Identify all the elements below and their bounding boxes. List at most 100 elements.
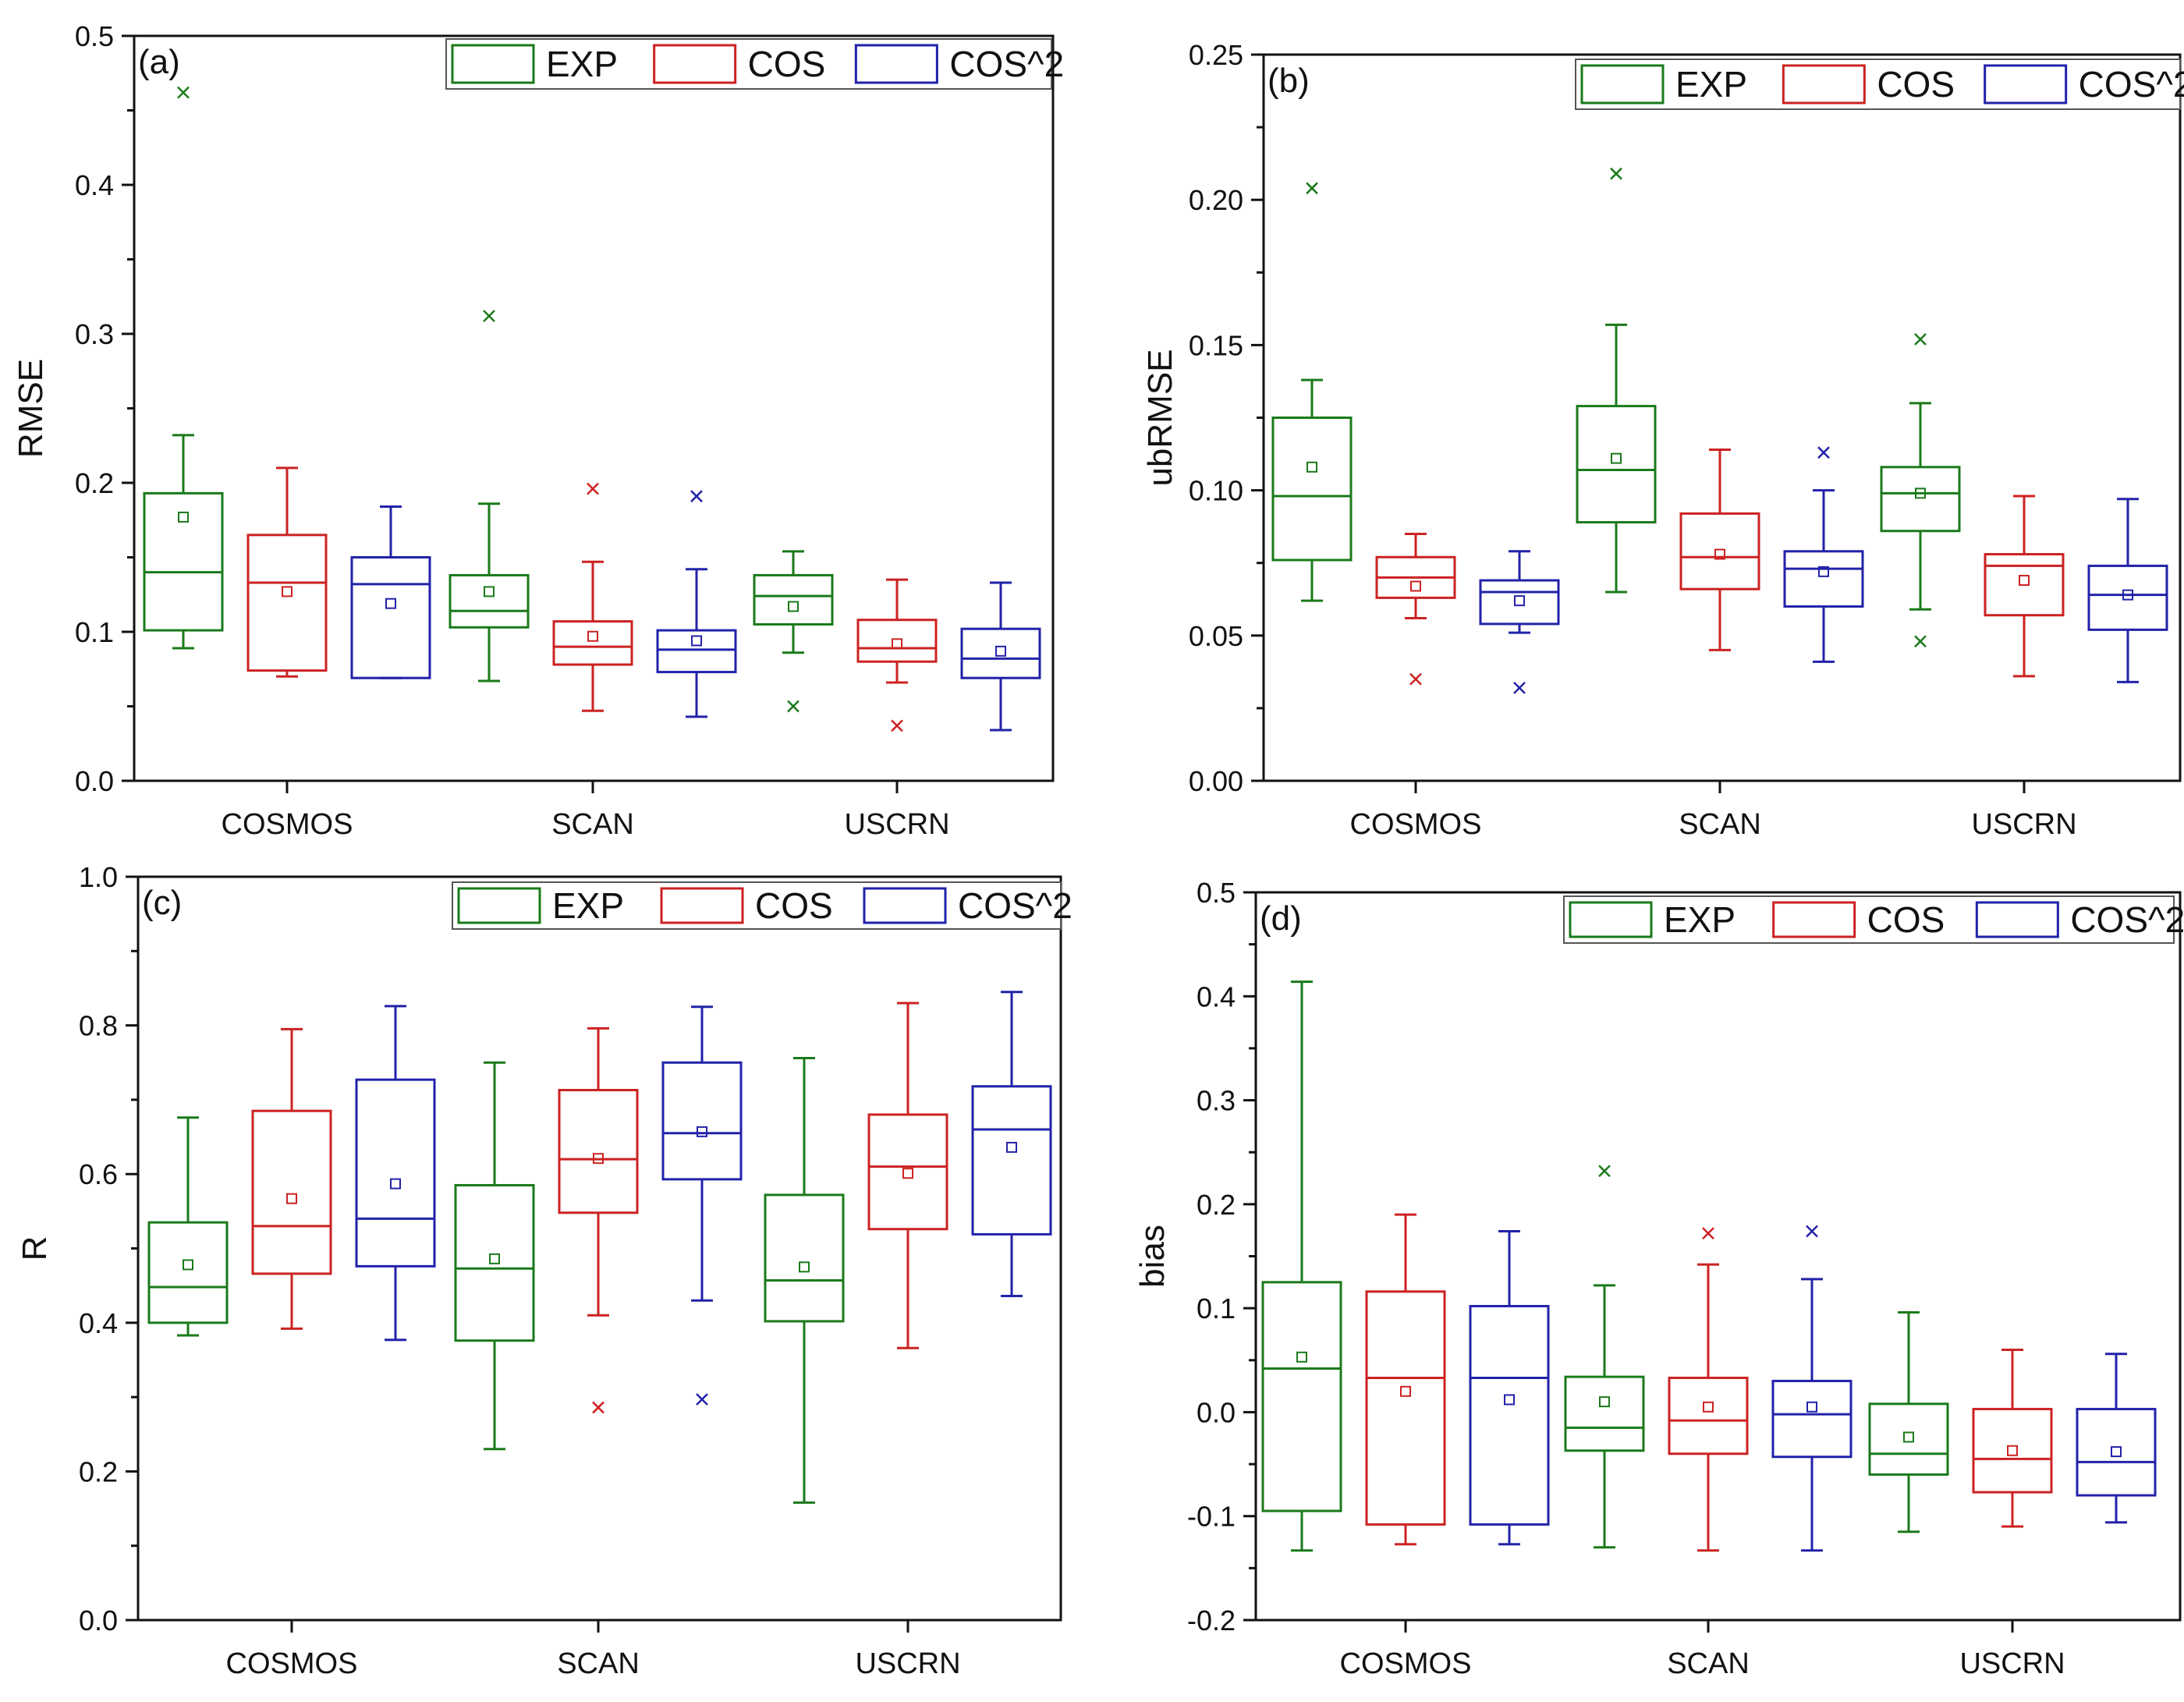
legend: EXP COS COS^2 bbox=[452, 881, 1072, 930]
box-EXP-SCAN bbox=[448, 310, 530, 683]
outlier-stroke bbox=[1409, 672, 1422, 686]
y-tick-label: 0.4 bbox=[1197, 980, 1236, 1012]
box-COS-SCAN bbox=[558, 1027, 639, 1414]
y-tick-label: 1.0 bbox=[79, 861, 118, 893]
outlier-marker bbox=[1610, 167, 1622, 180]
y-tick-label: 0.20 bbox=[1189, 184, 1243, 216]
outlier-marker bbox=[690, 490, 703, 503]
legend: EXP COS COS^2 bbox=[1563, 895, 2184, 944]
y-tick-label: 0.0 bbox=[79, 1604, 118, 1636]
y-tick-label: 0.1 bbox=[1197, 1292, 1236, 1324]
mean-marker bbox=[902, 1168, 913, 1179]
box-iqr bbox=[1479, 579, 1560, 626]
outlier-stroke bbox=[1610, 167, 1622, 180]
legend-swatch bbox=[451, 44, 535, 84]
legend-label: COS bbox=[1867, 899, 1945, 940]
outlier-marker bbox=[1817, 446, 1830, 459]
y-tick-label: 0.00 bbox=[1189, 765, 1243, 797]
x-tick-label: SCAN bbox=[1667, 1647, 1750, 1680]
legend-swatch bbox=[1569, 901, 1653, 938]
legend-swatch bbox=[1984, 64, 2068, 105]
mean-marker bbox=[1714, 548, 1725, 560]
legend-swatch bbox=[1782, 64, 1866, 105]
legend: EXP COS COS^2 bbox=[1575, 59, 2184, 110]
mean-marker bbox=[1400, 1385, 1411, 1397]
x-tick-label: USCRN bbox=[1971, 808, 2076, 841]
chart-panel-d: -0.2 -0.1 0.0 0.1 0.2 0.3 0.4 0.5 COSMOS SCAN USCR… bbox=[1133, 877, 2184, 1680]
x-tick-label: SCAN bbox=[551, 808, 634, 841]
legend-frame bbox=[445, 38, 1052, 90]
legend-frame bbox=[1575, 59, 2181, 110]
outlier-stroke bbox=[1513, 681, 1526, 694]
mean-marker bbox=[593, 1153, 604, 1165]
box-COS-USCRN bbox=[1984, 495, 2065, 678]
y-tick-label: -0.1 bbox=[1187, 1501, 1236, 1533]
box-iqr bbox=[867, 1113, 948, 1231]
box-iqr bbox=[1679, 512, 1760, 590]
box-COS2-COSMOS bbox=[1469, 1230, 1550, 1546]
box-iqr bbox=[1576, 405, 1657, 524]
outlier-stroke bbox=[1702, 1227, 1714, 1240]
box-COS-COSMOS bbox=[251, 1027, 332, 1330]
mean-marker bbox=[691, 635, 702, 647]
outlier-marker bbox=[1914, 635, 1927, 648]
y-tick-label: 0.1 bbox=[75, 616, 114, 648]
outlier-marker bbox=[1409, 672, 1422, 686]
box-EXP-USCRN bbox=[1868, 1310, 1949, 1534]
legend-swatch bbox=[854, 44, 938, 84]
mean-marker bbox=[587, 630, 598, 642]
box-COS-USCRN bbox=[856, 578, 938, 732]
box-COS-USCRN bbox=[867, 1002, 948, 1349]
mean-marker bbox=[1514, 595, 1525, 607]
mean-marker bbox=[2019, 575, 2030, 587]
outlier-stroke bbox=[1914, 635, 1927, 648]
outlier-marker bbox=[1914, 333, 1927, 346]
chart-panel-a: 0.0 0.1 0.2 0.3 0.4 0.5 COSMOS SCAN USCRN RMSE (a)… bbox=[12, 20, 1064, 841]
box-COS-COSMOS bbox=[1365, 1213, 1446, 1546]
legend-label: EXP bbox=[1675, 64, 1747, 105]
mean-marker bbox=[1818, 566, 1829, 577]
legend-label: EXP bbox=[1664, 899, 1736, 940]
mean-marker bbox=[1611, 452, 1622, 464]
box-iqr bbox=[1972, 1407, 2053, 1494]
y-tick-label: 0.15 bbox=[1189, 329, 1243, 361]
box-EXP-SCAN bbox=[1576, 167, 1657, 594]
box-iqr bbox=[753, 573, 834, 626]
box-COS2-SCAN bbox=[661, 1005, 743, 1406]
outlier-marker bbox=[1702, 1227, 1714, 1240]
outlier-marker bbox=[696, 1393, 708, 1406]
box-iqr bbox=[1783, 550, 1864, 608]
legend-label: COS bbox=[755, 885, 833, 926]
mean-marker bbox=[1296, 1351, 1307, 1363]
mean-marker bbox=[1806, 1401, 1817, 1413]
outlier-marker bbox=[787, 700, 800, 713]
chart-panel-c: 0.0 0.2 0.4 0.6 0.8 1.0 COSMOS SCAN USCRN R (c) EXP… bbox=[16, 861, 1072, 1680]
mean-marker bbox=[1006, 1141, 1017, 1153]
outlier-marker bbox=[177, 86, 190, 99]
box-COS-USCRN bbox=[1972, 1348, 2053, 1528]
y-tick-label: 0.10 bbox=[1189, 475, 1243, 507]
box-iqr bbox=[454, 1183, 535, 1342]
box-COS-COSMOS bbox=[1375, 532, 1456, 686]
y-tick-label: 0.25 bbox=[1189, 39, 1243, 71]
y-tick-label: 0.5 bbox=[1197, 877, 1236, 909]
outlier-marker bbox=[1598, 1165, 1611, 1178]
mean-marker bbox=[892, 638, 902, 650]
box-iqr bbox=[1271, 417, 1353, 562]
box-iqr bbox=[1261, 1281, 1342, 1512]
box-iqr bbox=[147, 1221, 229, 1324]
box-iqr bbox=[764, 1193, 845, 1323]
box-iqr bbox=[1365, 1290, 1446, 1526]
box-iqr bbox=[448, 573, 530, 629]
y-tick-label: 0.0 bbox=[1197, 1396, 1236, 1428]
x-tick-label: USCRN bbox=[844, 808, 949, 841]
box-iqr bbox=[1668, 1376, 1749, 1456]
outlier-stroke bbox=[1914, 333, 1927, 346]
box-iqr bbox=[1564, 1375, 1645, 1452]
panel-label: (a) bbox=[138, 43, 180, 81]
box-COS2-USCRN bbox=[2076, 1353, 2157, 1524]
legend-swatch bbox=[457, 887, 541, 924]
box-iqr bbox=[1984, 553, 2065, 617]
box-EXP-USCRN bbox=[753, 550, 834, 713]
